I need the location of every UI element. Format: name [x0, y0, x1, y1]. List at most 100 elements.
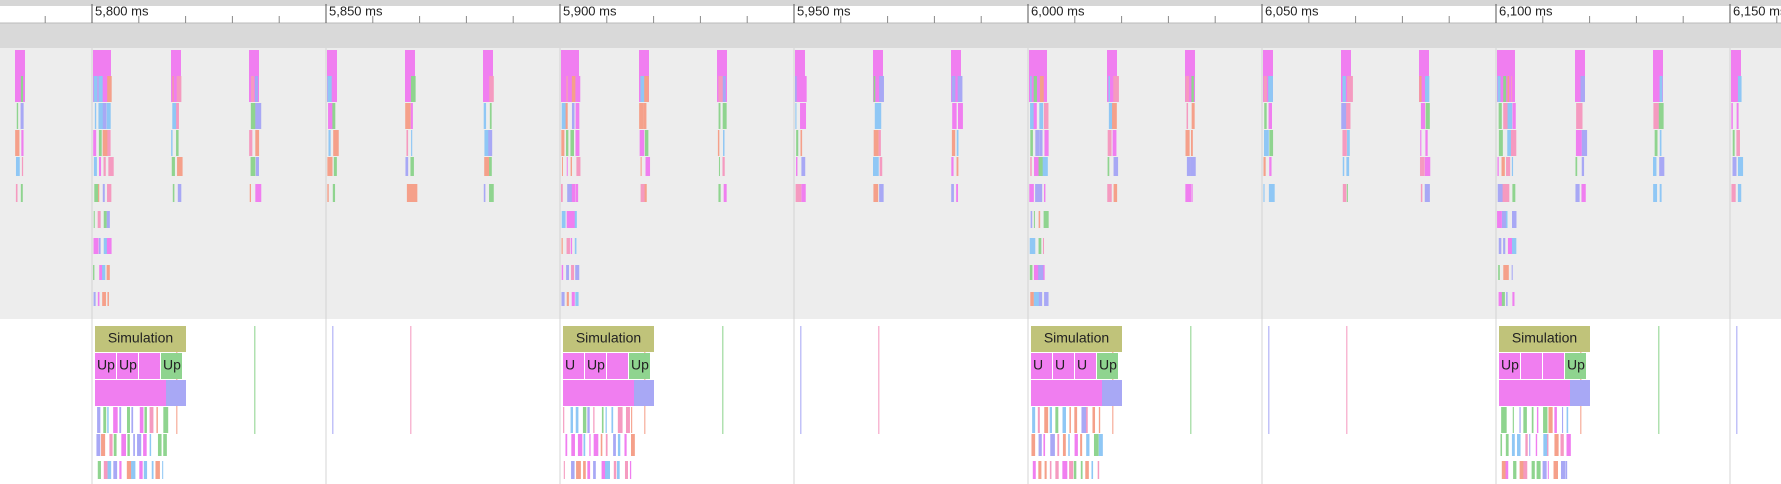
- frame-slice: [489, 157, 492, 176]
- frame-slice: [1512, 103, 1516, 129]
- frame-slice: [93, 211, 95, 228]
- sub-slice: [1091, 461, 1094, 479]
- frame-slice: [488, 130, 493, 156]
- frame-slice: [1043, 211, 1049, 228]
- frame-slice: [411, 130, 413, 156]
- frame-slice: [951, 76, 956, 102]
- frame-slice: [1186, 103, 1189, 129]
- frame-block: [405, 50, 415, 102]
- sub-slice: [107, 407, 109, 433]
- sub-slice: [126, 407, 130, 433]
- frame-slice: [15, 184, 18, 202]
- frame-slice: [570, 130, 574, 156]
- frame-slice: [1035, 184, 1040, 202]
- sub-slice: [1548, 407, 1553, 433]
- sub-slice: [1081, 407, 1087, 433]
- frame-slice: [1419, 76, 1422, 102]
- frame-slice: [1190, 130, 1193, 156]
- update-block: [117, 353, 138, 379]
- sub-slice: [587, 461, 591, 479]
- frame-slice: [879, 157, 883, 176]
- sub-slice: [139, 461, 143, 479]
- frame-slice: [332, 76, 337, 102]
- frame-slice: [1498, 238, 1502, 254]
- frame-slice: [1659, 184, 1662, 202]
- frame-slice: [1576, 103, 1582, 129]
- frame-slice: [97, 292, 100, 306]
- block-label: Simulation: [1044, 330, 1109, 346]
- frame-slice: [332, 103, 336, 129]
- frame-slice: [1113, 184, 1118, 202]
- simulation-block: [1031, 326, 1122, 352]
- frame-slice: [1659, 76, 1663, 102]
- frame-slice: [1264, 103, 1267, 129]
- frame-block: [951, 50, 961, 102]
- sub-slice: [137, 434, 142, 456]
- frame-slice: [571, 184, 576, 202]
- frame-slice: [1263, 130, 1269, 156]
- sub-slice: [624, 461, 628, 479]
- sub-slice: [1068, 434, 1070, 456]
- sub-slice: [1500, 434, 1503, 456]
- sub-slice: [127, 434, 130, 456]
- block-label: U: [565, 357, 575, 373]
- frame-slice: [1425, 103, 1430, 129]
- frame-slice: [1424, 184, 1430, 202]
- frame-slice: [571, 211, 576, 228]
- frame-slice: [1043, 76, 1048, 102]
- frame-slice: [570, 238, 573, 254]
- frame-slice: [1030, 292, 1034, 306]
- sub-slice: [1055, 461, 1059, 479]
- frame-slice: [1030, 130, 1033, 156]
- frame-slice: [405, 157, 409, 176]
- frame-slice: [1112, 130, 1117, 156]
- frame-slice: [102, 130, 108, 156]
- frame-slice: [639, 130, 645, 156]
- sub-slice: [631, 407, 633, 433]
- frame-slice: [645, 157, 651, 176]
- frame-slice: [332, 184, 336, 202]
- frame-slice: [561, 211, 566, 228]
- sub-slice: [1501, 407, 1507, 433]
- frame-slice: [1498, 130, 1502, 156]
- frame-slice: [98, 184, 100, 202]
- sim-tick: [1346, 326, 1348, 434]
- frame-block: [171, 50, 181, 102]
- sub-slice: [565, 434, 568, 456]
- sub-slice: [577, 434, 583, 456]
- frame-slice: [566, 265, 569, 280]
- sub-slice: [601, 407, 604, 433]
- sim-tick: [722, 326, 724, 434]
- frame-slice: [640, 157, 642, 176]
- sub-slice: [611, 407, 614, 433]
- frame-slice: [93, 157, 97, 176]
- frame-slice: [873, 130, 879, 156]
- frame-slice: [956, 184, 959, 202]
- frame-slice: [1263, 184, 1265, 202]
- frame-slice: [566, 292, 569, 306]
- frame-block: [1185, 50, 1195, 102]
- frame-slice: [1042, 238, 1044, 254]
- update-block: [1097, 353, 1118, 379]
- frame-slice: [1191, 76, 1194, 102]
- frame-slice: [15, 157, 20, 176]
- sub-slice: [1085, 461, 1089, 479]
- sub-slice: [1055, 407, 1059, 433]
- frame-slice: [1737, 184, 1742, 202]
- sub-slice: [131, 407, 134, 433]
- frame-block: [1107, 50, 1117, 102]
- sub-slice: [149, 407, 154, 433]
- frame-slice: [565, 130, 569, 156]
- frame-slice: [644, 76, 649, 102]
- frame-slice: [801, 157, 806, 176]
- sub-slice: [1535, 434, 1538, 456]
- frame-slice: [1341, 103, 1347, 129]
- frame-slice: [561, 76, 566, 102]
- frame-slice: [571, 103, 575, 129]
- update-block: [607, 353, 628, 379]
- frame-slice: [575, 184, 579, 202]
- frame-slice: [1185, 130, 1190, 156]
- update-block: [95, 353, 116, 379]
- frame-slice: [98, 157, 102, 176]
- frame-slice: [951, 184, 954, 202]
